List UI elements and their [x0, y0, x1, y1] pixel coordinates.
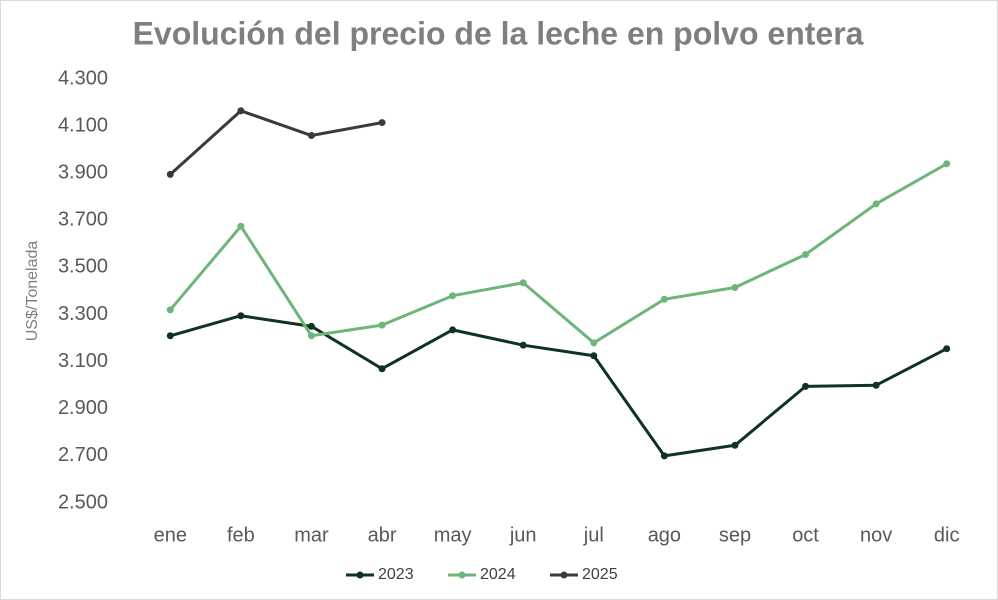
x-tick-label: jul [583, 524, 604, 546]
point [802, 382, 810, 390]
y-tick-label: 3.700 [58, 209, 108, 231]
y-axis-label: US$/Tonelada [24, 241, 41, 342]
x-tick-label: sep [719, 524, 751, 546]
point [519, 341, 527, 349]
point [731, 441, 739, 449]
legend-marker [356, 571, 364, 579]
point [449, 326, 457, 334]
point [378, 365, 386, 373]
point [307, 132, 315, 140]
point [378, 119, 386, 127]
y-tick-label: 2.500 [58, 491, 108, 513]
point [307, 322, 315, 330]
x-tick-label: mar [294, 524, 329, 546]
point [590, 352, 598, 360]
point [943, 160, 951, 168]
legend-label: 2023 [378, 566, 414, 583]
x-tick-label: abr [368, 524, 397, 546]
point [802, 250, 810, 258]
point [378, 321, 386, 329]
series-line [169, 109, 383, 176]
x-tick-label: ene [154, 524, 187, 546]
x-tick-label: dic [934, 524, 960, 546]
point [237, 107, 245, 115]
point [943, 345, 951, 353]
point [237, 222, 245, 230]
y-tick-label: 4.300 [58, 67, 108, 89]
legend-marker [560, 571, 568, 579]
point [166, 306, 174, 314]
x-tick-label: jun [509, 524, 537, 546]
y-tick-label: 4.100 [58, 114, 108, 136]
x-tick-label: nov [860, 524, 892, 546]
y-tick-label: 3.300 [58, 303, 108, 325]
y-tick-label: 2.700 [58, 444, 108, 466]
y-tick-label: 3.100 [58, 350, 108, 372]
point [166, 332, 174, 340]
point [307, 332, 315, 340]
x-tick-label: may [434, 524, 472, 546]
point [166, 170, 174, 178]
point [660, 452, 668, 460]
point [449, 292, 457, 300]
point [731, 283, 739, 291]
legend-label: 2025 [582, 566, 618, 583]
point [237, 312, 245, 320]
point [872, 381, 880, 389]
series-line [169, 314, 948, 458]
legend-label: 2024 [480, 566, 516, 583]
series-line [169, 162, 948, 345]
legend-marker [458, 571, 466, 579]
x-tick-label: oct [792, 524, 819, 546]
x-tick-label: feb [227, 524, 255, 546]
y-tick-label: 3.900 [58, 162, 108, 184]
point [590, 339, 598, 347]
chart-title: Evolución del precio de la leche en polv… [133, 15, 864, 51]
point [519, 279, 527, 287]
y-tick-label: 2.900 [58, 397, 108, 419]
y-tick-label: 3.500 [58, 256, 108, 278]
x-tick-label: ago [648, 524, 681, 546]
point [872, 200, 880, 208]
point [660, 295, 668, 303]
